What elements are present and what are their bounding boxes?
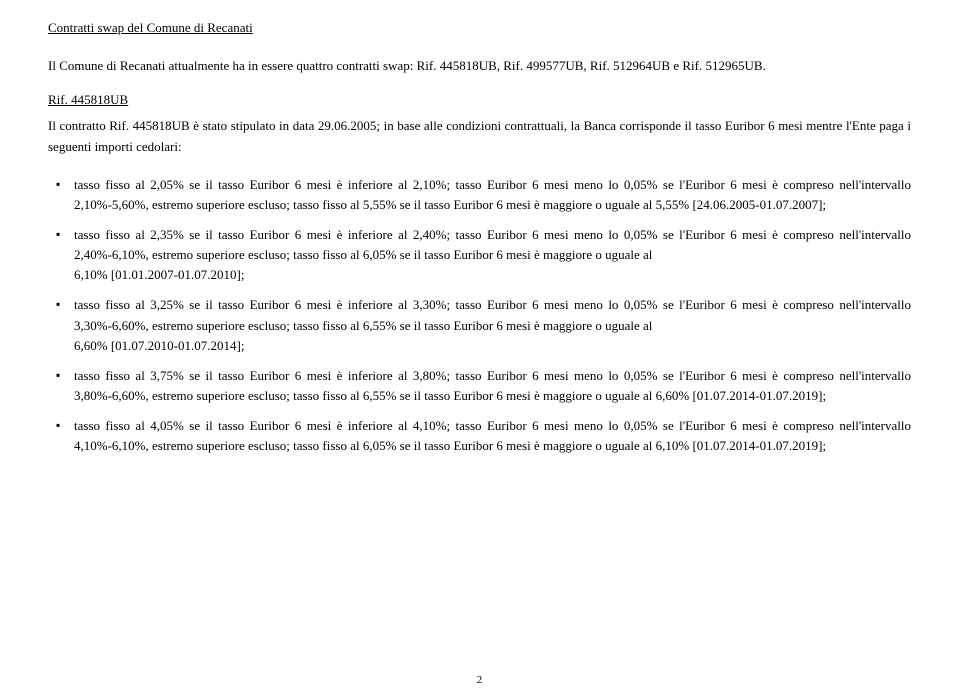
bullet-list: tasso fisso al 2,05% se il tasso Euribor… [48,175,911,457]
list-item: tasso fisso al 2,05% se il tasso Euribor… [48,175,911,215]
list-item: tasso fisso al 2,35% se il tasso Euribor… [48,225,911,285]
list-item-body: tasso fisso al 4,05% se il tasso Euribor… [74,418,911,453]
section-heading: Rif. 445818UB [48,90,911,110]
section-intro: Il contratto Rif. 445818UB è stato stipu… [48,116,911,156]
list-item-body: tasso fisso al 2,05% se il tasso Euribor… [74,177,911,212]
intro-paragraph: Il Comune di Recanati attualmente ha in … [48,56,911,76]
list-item: tasso fisso al 3,75% se il tasso Euribor… [48,366,911,406]
page-number: 2 [477,672,483,689]
list-item-tail: 6,60% [01.07.2010-01.07.2014]; [74,336,911,356]
list-item: tasso fisso al 4,05% se il tasso Euribor… [48,416,911,456]
list-item: tasso fisso al 3,25% se il tasso Euribor… [48,295,911,355]
list-item-body: tasso fisso al 3,75% se il tasso Euribor… [74,368,911,403]
document-title: Contratti swap del Comune di Recanati [48,18,911,38]
list-item-tail: 6,10% [01.01.2007-01.07.2010]; [74,265,911,285]
list-item-body: tasso fisso al 2,35% se il tasso Euribor… [74,227,911,262]
list-item-body: tasso fisso al 3,25% se il tasso Euribor… [74,297,911,332]
